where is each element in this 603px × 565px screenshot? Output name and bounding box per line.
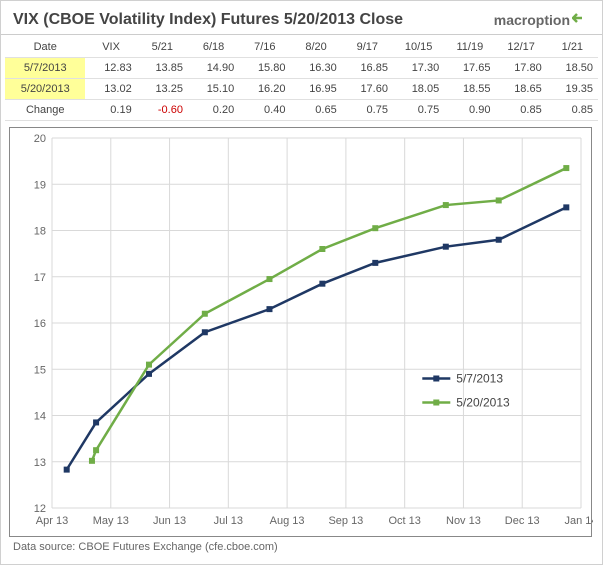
svg-text:Jan 14: Jan 14	[564, 515, 593, 527]
svg-text:12: 12	[34, 503, 46, 515]
brand-text: macroption	[494, 12, 570, 28]
svg-text:Dec 13: Dec 13	[505, 515, 540, 527]
value-cell: 15.80	[239, 58, 290, 79]
value-cell: 18.05	[393, 79, 444, 100]
value-cell: 0.75	[393, 100, 444, 121]
table-header: 9/17	[342, 37, 393, 58]
value-cell: 15.10	[188, 79, 239, 100]
svg-text:Jun 13: Jun 13	[153, 515, 186, 527]
value-cell: 13.25	[137, 79, 188, 100]
value-cell: 12.83	[85, 58, 136, 79]
data-source: Data source: CBOE Futures Exchange (cfe.…	[1, 539, 602, 559]
date-cell: 5/20/2013	[5, 79, 85, 100]
value-cell: 0.19	[85, 100, 136, 121]
table-row: 5/7/201312.8313.8514.9015.8016.3016.8517…	[5, 58, 598, 79]
value-cell: 17.65	[444, 58, 495, 79]
table-header: 12/17	[495, 37, 546, 58]
value-cell: 19.35	[547, 79, 598, 100]
value-cell: 18.65	[495, 79, 546, 100]
value-cell: 0.20	[188, 100, 239, 121]
value-cell: 0.65	[290, 100, 341, 121]
table-header: 6/18	[188, 37, 239, 58]
svg-text:Nov 13: Nov 13	[446, 515, 481, 527]
chart-card: VIX (CBOE Volatility Index) Futures 5/20…	[0, 0, 603, 565]
value-cell: 17.80	[495, 58, 546, 79]
value-cell: 17.60	[342, 79, 393, 100]
table-header: VIX	[85, 37, 136, 58]
value-cell: 16.20	[239, 79, 290, 100]
svg-text:17: 17	[34, 272, 46, 284]
svg-text:Jul 13: Jul 13	[214, 515, 243, 527]
value-cell: -0.60	[137, 100, 188, 121]
value-cell: 14.90	[188, 58, 239, 79]
title-bar: VIX (CBOE Volatility Index) Futures 5/20…	[1, 1, 602, 35]
value-cell: 0.85	[547, 100, 598, 121]
table-header: 10/15	[393, 37, 444, 58]
value-cell: 16.95	[290, 79, 341, 100]
svg-text:20: 20	[34, 133, 46, 145]
svg-text:16: 16	[34, 318, 46, 330]
value-cell: 0.40	[239, 100, 290, 121]
value-cell: 18.55	[444, 79, 495, 100]
chart-title: VIX (CBOE Volatility Index) Futures 5/20…	[13, 11, 403, 29]
svg-text:Apr 13: Apr 13	[36, 515, 68, 527]
svg-text:15: 15	[34, 364, 46, 376]
value-cell: 0.75	[342, 100, 393, 121]
svg-text:Sep 13: Sep 13	[328, 515, 363, 527]
brand: macroption	[494, 9, 590, 30]
value-cell: 16.85	[342, 58, 393, 79]
line-chart: 12 13 14 15 16 17 18 19 20 Apr 13 May 13 Jun 13 Jul …	[9, 127, 592, 537]
table-header: 11/19	[444, 37, 495, 58]
svg-text:13: 13	[34, 457, 46, 469]
svg-text:Oct 13: Oct 13	[388, 515, 420, 527]
value-cell: 18.50	[547, 58, 598, 79]
value-cell: 13.02	[85, 79, 136, 100]
value-cell: 17.30	[393, 58, 444, 79]
svg-text:5/20/2013: 5/20/2013	[456, 396, 510, 410]
table-header: 5/21	[137, 37, 188, 58]
value-cell: 0.90	[444, 100, 495, 121]
table-header: 1/21	[547, 37, 598, 58]
date-cell: Change	[5, 100, 85, 121]
svg-text:5/7/2013: 5/7/2013	[456, 372, 503, 386]
value-cell: 0.85	[495, 100, 546, 121]
date-cell: 5/7/2013	[5, 58, 85, 79]
table-header: 7/16	[239, 37, 290, 58]
svg-text:18: 18	[34, 226, 46, 238]
svg-text:14: 14	[34, 411, 46, 423]
table-header: Date	[5, 37, 85, 58]
svg-text:Aug 13: Aug 13	[270, 515, 305, 527]
svg-text:19: 19	[34, 179, 46, 191]
brand-arrow-icon	[572, 9, 590, 30]
svg-text:May 13: May 13	[93, 515, 129, 527]
table-header: 8/20	[290, 37, 341, 58]
table-row: 5/20/201313.0213.2515.1016.2016.9517.601…	[5, 79, 598, 100]
data-table: DateVIX5/216/187/168/209/1710/1511/1912/…	[5, 37, 598, 121]
table-row: Change0.19-0.600.200.400.650.750.750.900…	[5, 100, 598, 121]
value-cell: 16.30	[290, 58, 341, 79]
value-cell: 13.85	[137, 58, 188, 79]
